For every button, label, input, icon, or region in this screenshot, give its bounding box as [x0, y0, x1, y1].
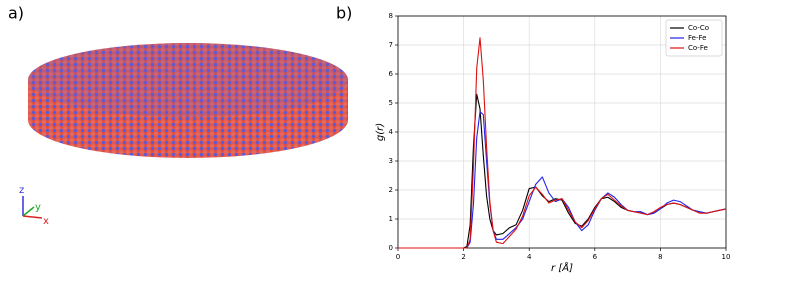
- series-line: [398, 37, 727, 249]
- y-axis-label: g(r): [375, 123, 386, 141]
- x-tick-label: 4: [527, 253, 532, 261]
- x-tick-label: 0: [396, 253, 400, 261]
- y-tick-label: 4: [389, 128, 394, 136]
- y-tick-label: 3: [389, 157, 393, 165]
- x-axis-label: r [Å]: [551, 261, 573, 274]
- legend: Co-Co Fe-Fe Co-Fe: [665, 19, 723, 57]
- y-tick-label: 0: [389, 244, 393, 252]
- series-line: [398, 93, 727, 249]
- axis-label: y: [35, 202, 41, 213]
- x-tick-label: 8: [658, 253, 662, 261]
- atom-disk: [28, 43, 348, 158]
- legend-label: Fe-Fe: [688, 34, 706, 42]
- axis-label: x: [43, 216, 49, 227]
- y-tick-label: 7: [389, 41, 393, 49]
- y-tick-label: 5: [389, 99, 393, 107]
- x-tick-label: 10: [722, 253, 731, 261]
- y-tick-label: 6: [389, 70, 394, 78]
- legend-label: Co-Co: [688, 24, 709, 32]
- y-tick-label: 2: [389, 186, 393, 194]
- plot-frame: [397, 15, 727, 249]
- axis-triad: z y x: [19, 185, 49, 227]
- panel-label: a): [8, 4, 24, 23]
- legend-box: [665, 19, 723, 57]
- x-tick-label: 6: [593, 253, 598, 261]
- panel-label: b): [336, 4, 352, 23]
- y-tick-label: 8: [389, 12, 393, 20]
- x-tick-label: 2: [461, 253, 465, 261]
- axis-label: z: [19, 185, 24, 196]
- legend-label: Co-Fe: [688, 44, 708, 52]
- series-line: [398, 111, 727, 249]
- y-tick-label: 1: [389, 215, 393, 223]
